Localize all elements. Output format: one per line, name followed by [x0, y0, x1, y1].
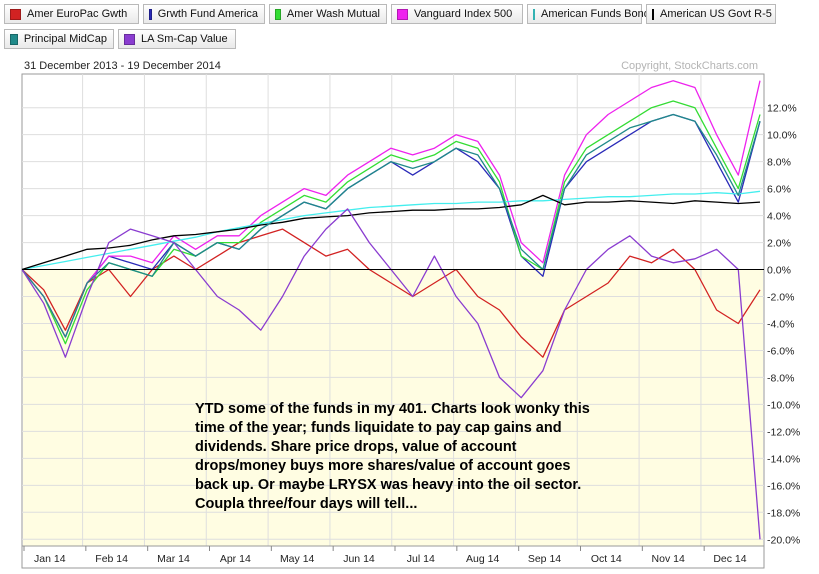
y-tick-label: -20.0%: [767, 534, 800, 546]
legend-swatch: [397, 8, 408, 20]
legend-label: Vanguard Index 500: [414, 8, 513, 20]
series-lines: [21, 80, 761, 540]
legend-label: LA Sm-Cap Value: [141, 33, 228, 45]
x-tick-label: Aug 14: [466, 553, 499, 565]
y-tick-label: -4.0%: [767, 318, 794, 330]
y-tick-label: 4.0%: [767, 211, 791, 223]
legend-label: Grwth Fund America: [157, 8, 258, 20]
legend-label: American Funds Bond: [541, 8, 650, 20]
copyright-text: Copyright, StockCharts.com: [621, 60, 758, 72]
y-tick-label: 10.0%: [767, 130, 797, 142]
series-line-principal-midcap: [21, 113, 761, 338]
legend-item-grwth-fund-america[interactable]: Grwth Fund America: [143, 4, 265, 24]
y-tick-label: -8.0%: [767, 372, 794, 384]
y-tick-label: -18.0%: [767, 507, 800, 519]
y-axis-ticks: 12.0% 10.0% 8.0% 6.0% 4.0% 2.0% 0.0% -2.0% -4.0%…: [767, 103, 800, 547]
y-tick-label: 6.0%: [767, 184, 791, 196]
series-line-american-us-govt-r-5: [21, 194, 761, 271]
legend-item-american-funds-bond[interactable]: American Funds Bond: [527, 4, 650, 24]
negative-area-shading: [23, 269, 763, 546]
series-line-vanguard-index-500: [21, 80, 761, 338]
legend-item-amer-wash-mutual[interactable]: Amer Wash Mutual: [269, 4, 387, 24]
legend-swatch: [652, 8, 654, 20]
x-tick-label: Jul 14: [407, 553, 435, 565]
x-axis-band: [21, 545, 765, 569]
x-tick-label: Mar 14: [157, 553, 190, 565]
y-tick-label: -10.0%: [767, 399, 800, 411]
x-tick-label: Dec 14: [713, 553, 746, 565]
legend-label: Amer EuroPac Gwth: [27, 8, 128, 20]
legend-label: Amer Wash Mutual: [286, 8, 380, 20]
legend-swatch: [149, 8, 152, 20]
y-tick-label: -12.0%: [767, 426, 800, 438]
series-line-amer-europac-gwth: [21, 228, 761, 358]
x-tick-label: Jan 14: [34, 553, 66, 565]
y-tick-label: 2.0%: [767, 238, 791, 250]
legend-swatch: [275, 8, 281, 20]
x-tick-label: Apr 14: [220, 553, 251, 565]
annotation-text: YTD some of the funds in my 401. Charts …: [195, 401, 590, 512]
legend-item-la-sm-cap-value[interactable]: LA Sm-Cap Value: [118, 29, 236, 49]
y-tick-label: -6.0%: [767, 345, 794, 357]
negative-region: [23, 269, 763, 546]
horizontal-grid: [22, 107, 764, 540]
x-tick-label: May 14: [280, 553, 315, 565]
y-tick-label: 12.0%: [767, 103, 797, 115]
y-tick-label: -2.0%: [767, 292, 794, 304]
legend-label: American US Govt R-5: [660, 8, 772, 20]
y-tick-label: -16.0%: [767, 480, 800, 492]
y-tick-label: -14.0%: [767, 453, 800, 465]
series-line-american-funds-bond: [21, 190, 761, 271]
date-range: 31 December 2013 - 19 December 2014: [24, 60, 221, 72]
legend-swatch: [10, 33, 18, 45]
x-tick-label: Feb 14: [95, 553, 128, 565]
legend-item-american-us-govt-r-5[interactable]: American US Govt R-5: [646, 4, 776, 24]
legend-swatch: [10, 8, 21, 20]
x-tick-label: Jun 14: [343, 553, 375, 565]
x-axis-ticks: Jan 14 Feb 14 Mar 14 Apr 14 May 14 Jun 14 Jul …: [23, 546, 747, 565]
x-tick-label: Oct 14: [591, 553, 622, 565]
legend-swatch: [124, 33, 135, 45]
y-tick-label: 8.0%: [767, 157, 791, 169]
x-tick-label: Sep 14: [528, 553, 561, 565]
legend-swatch: [533, 8, 535, 20]
legend-item-vanguard-index-500[interactable]: Vanguard Index 500: [391, 4, 523, 24]
legend-item-amer-europac-gwth[interactable]: Amer EuroPac Gwth: [4, 4, 139, 24]
legend-label: Principal MidCap: [23, 33, 107, 45]
y-tick-label: 0.0%: [767, 265, 791, 277]
legend-item-principal-midcap[interactable]: Principal MidCap: [4, 29, 114, 49]
x-tick-label: Nov 14: [652, 553, 685, 565]
